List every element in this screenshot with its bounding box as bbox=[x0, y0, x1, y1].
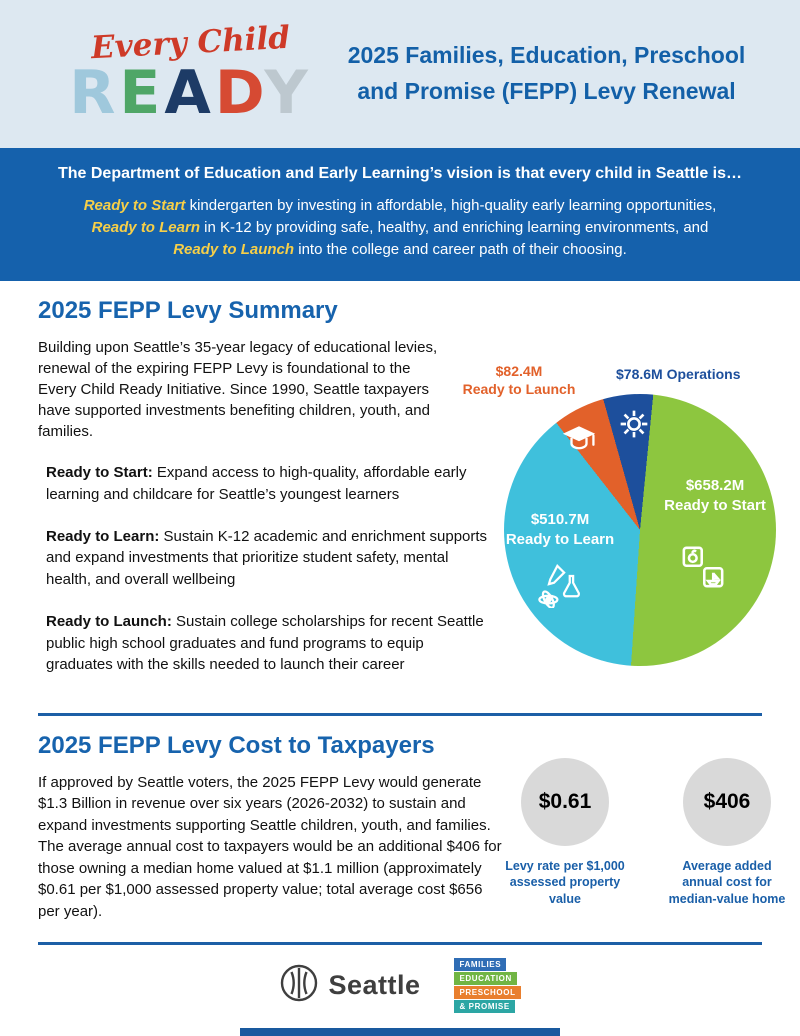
logo-letter-y: Y bbox=[264, 58, 312, 128]
callout-operations: $78.6M Operations bbox=[616, 366, 791, 382]
cost-section: 2025 FEPP Levy Cost to Taxpayers If appr… bbox=[0, 716, 800, 942]
section-divider-1 bbox=[38, 713, 762, 716]
page-title-line-1: 2025 Families, Education, Preschool bbox=[347, 42, 746, 69]
summary-item-launch: Ready to Launch: Sustain college scholar… bbox=[46, 611, 488, 676]
cost-title: 2025 FEPP Levy Cost to Taxpayers bbox=[38, 732, 435, 759]
seattle-logo-icon bbox=[279, 963, 319, 1008]
header-section: Every Child READY 2025 Families, Educati… bbox=[0, 0, 800, 148]
vision-banner: The Department of Education and Early Le… bbox=[0, 148, 800, 281]
stat-annual-cost-caption: Average added annual cost for median-val… bbox=[668, 859, 786, 906]
cost-stats: $0.61 Levy rate per $1,000 assessed prop… bbox=[503, 758, 789, 907]
summary-item-launch-text: Sustain college scholarships for recent … bbox=[46, 612, 484, 674]
seattle-logo: Seattle bbox=[279, 963, 420, 1008]
learn-value: $510.7M bbox=[530, 511, 590, 528]
ready-to-launch-highlight: Ready to Launch bbox=[173, 241, 295, 258]
section-divider-2 bbox=[38, 942, 762, 945]
fepp-logo-row: & PROMISE bbox=[454, 1000, 515, 1013]
logo-ready-word: READY bbox=[58, 63, 323, 123]
fepp-logo: FAMILIES EDUCATION PRESCHOOL & PROMISE bbox=[454, 958, 521, 1013]
vision-heading: The Department of Education and Early Le… bbox=[57, 165, 742, 182]
arts-science-icon bbox=[536, 562, 590, 613]
levy-pie-chart-area: $82.4M Ready to Launch $78.6M Operations… bbox=[463, 358, 800, 678]
stat-annual-cost-circle: $406 bbox=[683, 758, 771, 846]
callout-ready-to-launch: $82.4M Ready to Launch bbox=[456, 362, 582, 398]
stat-levy-rate: $0.61 Levy rate per $1,000 assessed prop… bbox=[503, 758, 627, 907]
page-title: 2025 Families, Education, Preschool and … bbox=[323, 38, 770, 109]
building-blocks-icon bbox=[680, 544, 726, 595]
stat-annual-cost: $406 Average added annual cost for media… bbox=[665, 758, 789, 907]
page-bottom-bar bbox=[240, 1028, 560, 1036]
stat-annual-cost-value: $406 bbox=[703, 790, 751, 813]
vision-line-launch: Ready to Launch into the college and car… bbox=[0, 239, 800, 261]
graduation-cap-icon bbox=[560, 424, 598, 459]
callout-ops-value: $78.6M bbox=[616, 366, 663, 382]
callout-ops-label: Operations bbox=[666, 366, 741, 382]
fepp-logo-row: EDUCATION bbox=[454, 972, 517, 985]
learn-label: Ready to Learn bbox=[505, 531, 615, 549]
fepp-logo-row: PRESCHOOL bbox=[454, 986, 521, 999]
vision-line-launch-text: into the college and career path of thei… bbox=[294, 241, 627, 258]
logo-letter-e: E bbox=[119, 58, 165, 128]
summary-title: 2025 FEPP Levy Summary bbox=[38, 297, 338, 324]
vision-line-learn-text: in K-12 by providing safe, healthy, and … bbox=[200, 219, 709, 236]
gear-icon bbox=[618, 408, 650, 445]
summary-item-start: Ready to Start: Expand access to high-qu… bbox=[46, 462, 488, 506]
pie-label-ready-to-start: $658.2M Ready to Start bbox=[650, 476, 780, 517]
vision-line-start: Ready to Start kindergarten by investing… bbox=[0, 195, 800, 217]
seattle-wordmark: Seattle bbox=[328, 970, 421, 1000]
logo-letter-d: D bbox=[214, 58, 265, 128]
pie-chart bbox=[504, 394, 776, 666]
callout-launch-label: Ready to Launch bbox=[462, 381, 576, 398]
page-title-line-2: and Promise (FEPP) Levy Renewal bbox=[357, 78, 736, 104]
stat-levy-rate-caption: Levy rate per $1,000 assessed property v… bbox=[505, 859, 625, 906]
stat-levy-rate-value: $0.61 bbox=[538, 790, 592, 813]
stat-levy-rate-circle: $0.61 bbox=[521, 758, 609, 846]
ready-to-start-highlight: Ready to Start bbox=[83, 197, 186, 214]
vision-line-learn: Ready to Learn in K-12 by providing safe… bbox=[0, 217, 800, 239]
start-value: $658.2M bbox=[685, 477, 745, 494]
ready-to-learn-highlight: Ready to Learn bbox=[91, 219, 200, 236]
every-child-ready-logo: Every Child READY bbox=[58, 20, 323, 123]
summary-section: 2025 FEPP Levy Summary Building upon Sea… bbox=[0, 281, 800, 713]
summary-item-learn-text: Sustain K-12 academic and enrichment sup… bbox=[46, 527, 488, 589]
summary-item-start-text: Expand access to high-quality, affordabl… bbox=[46, 464, 467, 503]
summary-item-start-label: Ready to Start: bbox=[46, 464, 153, 481]
summary-item-learn: Ready to Learn: Sustain K-12 academic an… bbox=[46, 526, 488, 591]
summary-intro: Building upon Seattle’s 35-year legacy o… bbox=[38, 339, 438, 440]
logo-letter-a: A bbox=[164, 58, 215, 128]
callout-launch-value: $82.4M bbox=[495, 363, 543, 379]
cost-body: If approved by Seattle voters, the 2025 … bbox=[38, 774, 502, 920]
summary-item-launch-label: Ready to Launch: bbox=[46, 612, 172, 630]
vision-line-start-text: kindergarten by investing in affordable,… bbox=[185, 197, 717, 214]
fepp-logo-row: FAMILIES bbox=[454, 958, 507, 971]
pie-label-ready-to-learn: $510.7M Ready to Learn bbox=[504, 510, 616, 551]
summary-item-learn-label: Ready to Learn: bbox=[46, 527, 160, 545]
footer-section: Seattle FAMILIES EDUCATION PRESCHOOL & PROM… bbox=[0, 945, 800, 1013]
start-label: Ready to Start bbox=[664, 497, 766, 515]
logo-letter-r: R bbox=[69, 58, 120, 128]
